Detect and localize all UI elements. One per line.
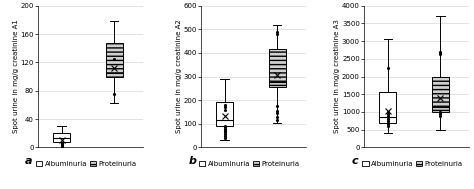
Y-axis label: Spot urine in mg/g creatinine A3: Spot urine in mg/g creatinine A3 xyxy=(335,20,340,133)
Text: b: b xyxy=(188,156,196,166)
Legend: Albuminuria, Proteinuria: Albuminuria, Proteinuria xyxy=(362,161,462,167)
PathPatch shape xyxy=(216,102,233,126)
PathPatch shape xyxy=(379,92,396,123)
PathPatch shape xyxy=(269,49,286,87)
Y-axis label: Spot urine in mg/g creatinine A1: Spot urine in mg/g creatinine A1 xyxy=(13,20,19,133)
Text: c: c xyxy=(351,156,358,166)
Legend: Albuminuria, Proteinuria: Albuminuria, Proteinuria xyxy=(36,161,136,167)
Legend: Albuminuria, Proteinuria: Albuminuria, Proteinuria xyxy=(199,161,299,167)
Y-axis label: Spot urine in mg/g creatinine A2: Spot urine in mg/g creatinine A2 xyxy=(176,20,182,133)
PathPatch shape xyxy=(106,43,123,77)
PathPatch shape xyxy=(432,77,449,112)
PathPatch shape xyxy=(53,133,70,143)
Text: a: a xyxy=(25,156,33,166)
